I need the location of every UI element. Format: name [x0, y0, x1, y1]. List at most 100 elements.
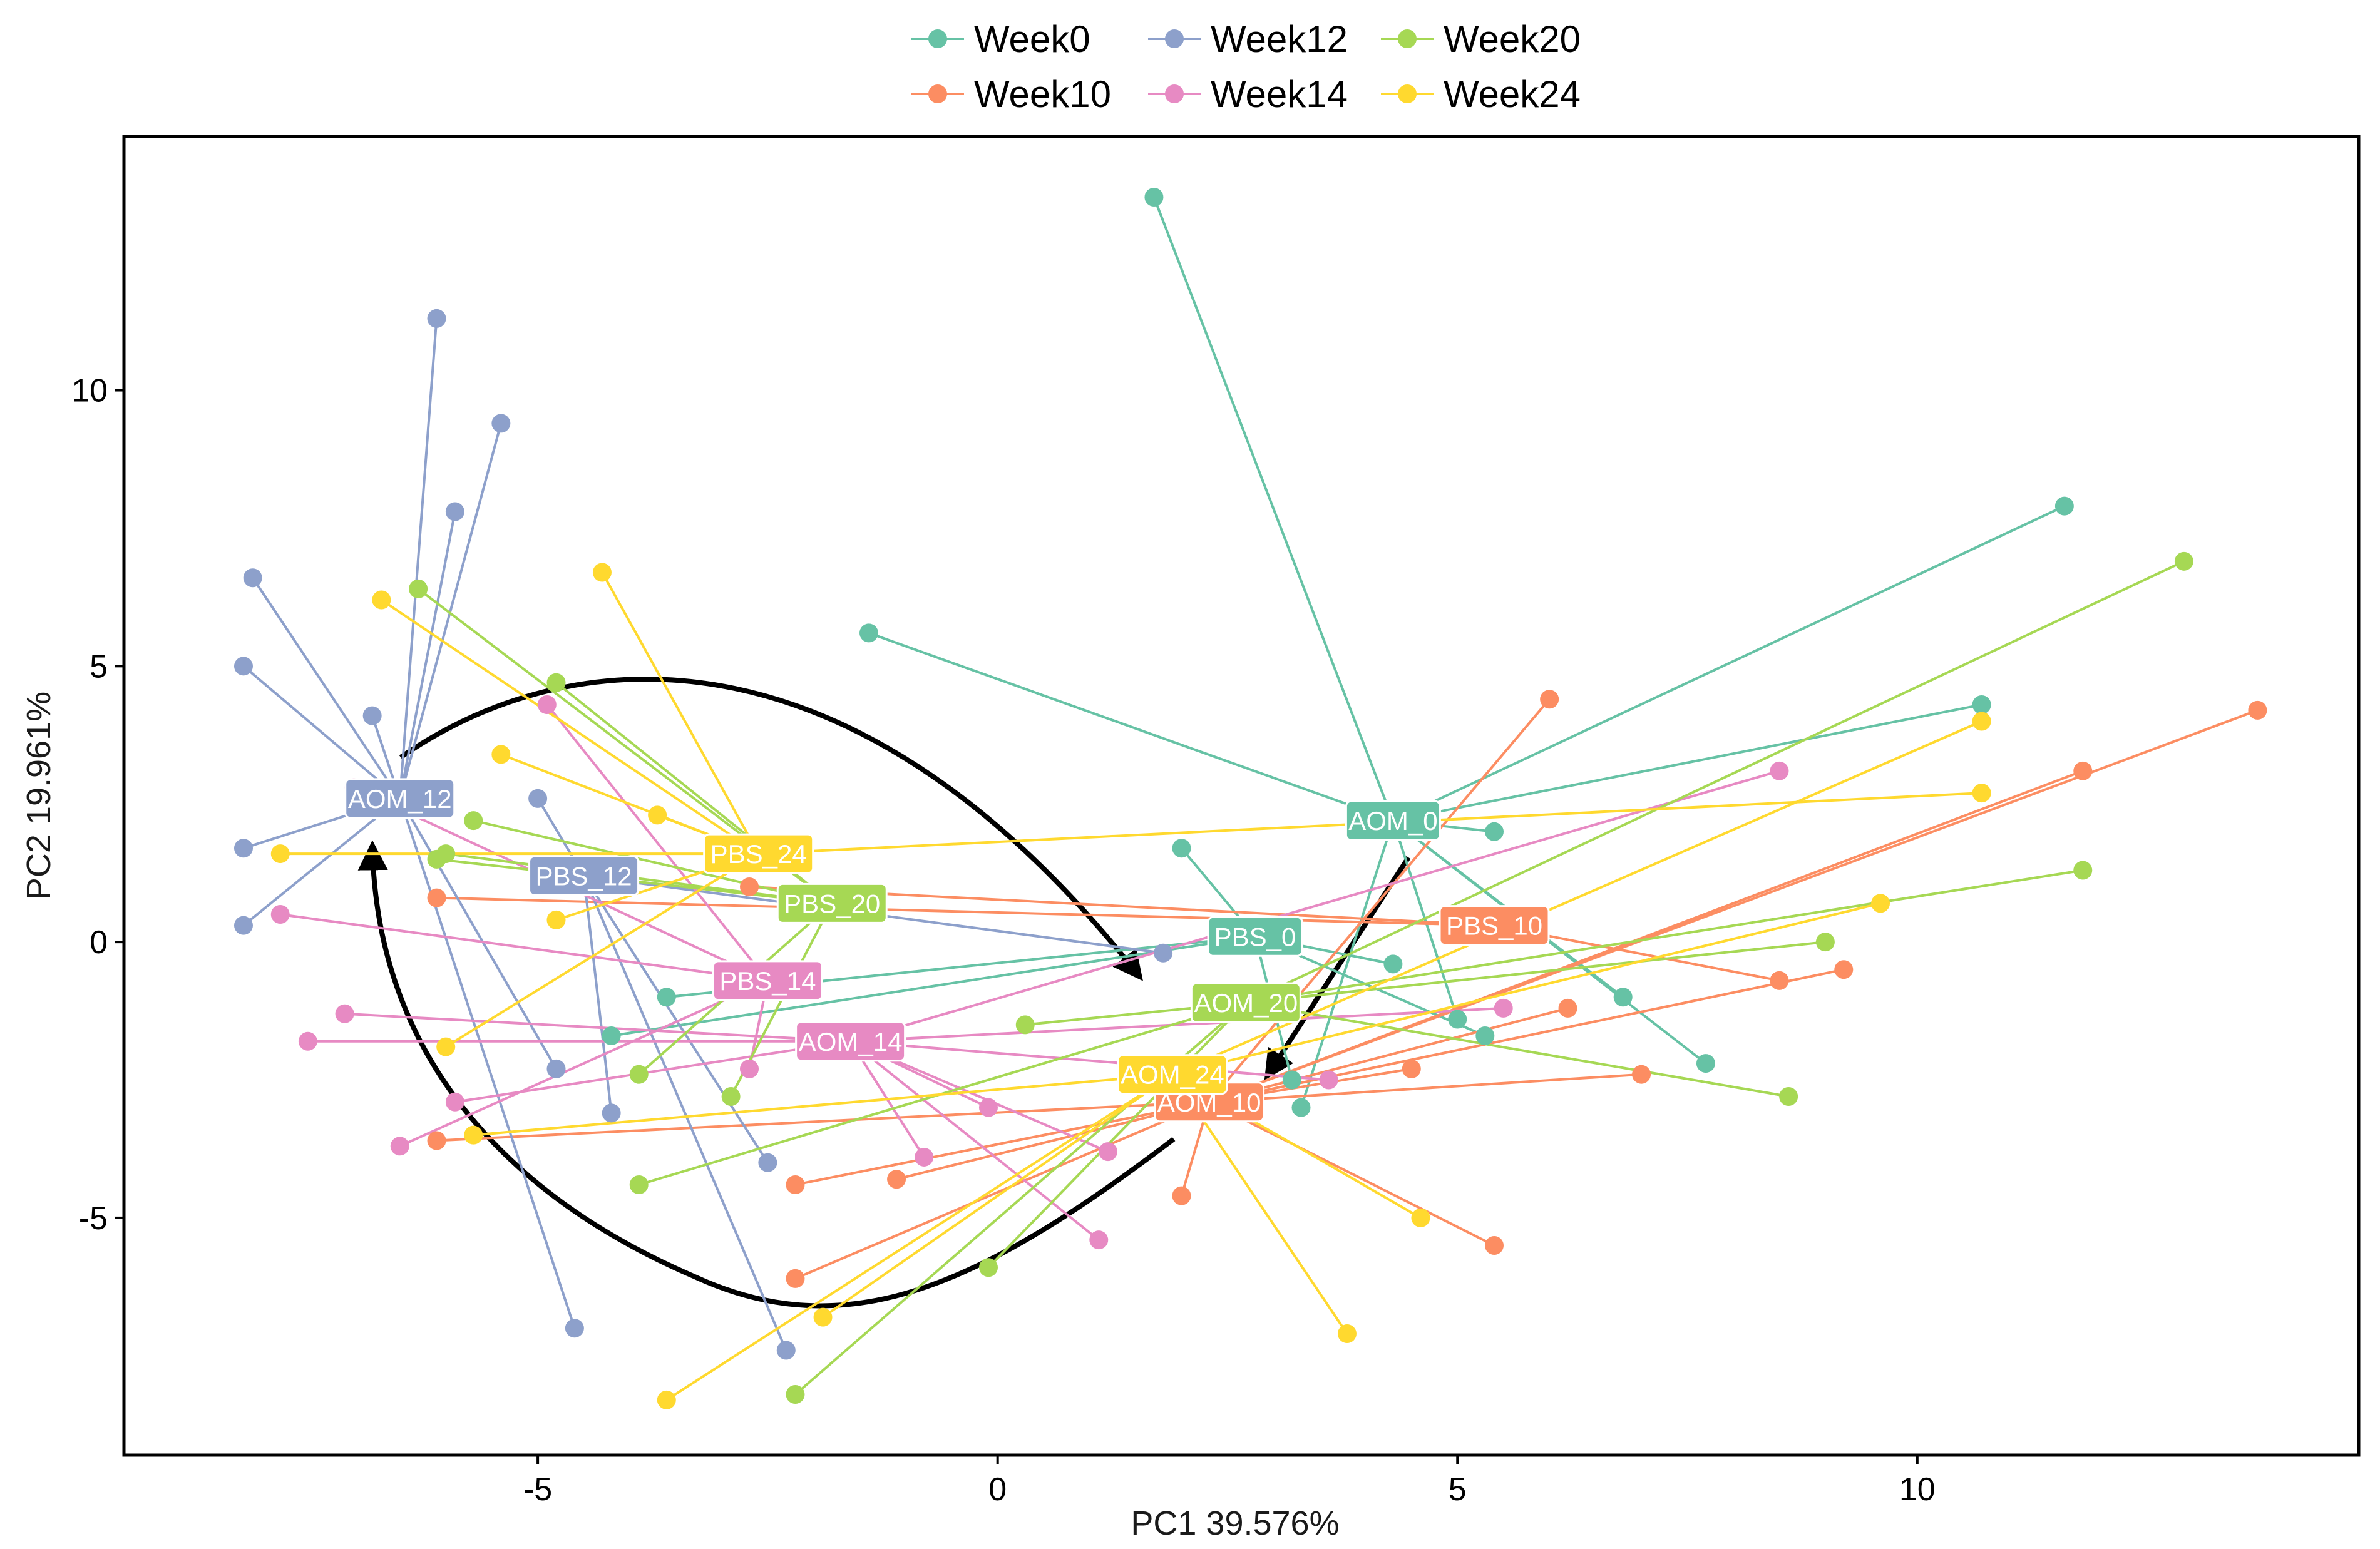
sample-point-pbs_24	[592, 563, 612, 582]
spider-line-aom_12	[242, 797, 401, 927]
centroid-label-text: PBS_12	[536, 861, 632, 891]
centroid-label-box	[1207, 916, 1303, 957]
sample-point-pbs_14	[537, 695, 557, 715]
spider-line-pbs_20	[473, 819, 833, 905]
centroid-label-aom_24: AOM_24	[1117, 1054, 1228, 1095]
sample-point-aom_12	[233, 916, 253, 935]
sample-point-aom_20	[786, 1385, 805, 1404]
legend-label-week12: Week12	[1211, 18, 1348, 60]
sample-point-pbs_12	[602, 1103, 621, 1123]
sample-point-pbs_10	[740, 877, 759, 896]
sample-point-aom_24	[813, 1307, 833, 1327]
sample-point-aom_10	[1632, 1065, 1651, 1084]
sample-point-aom_12	[427, 309, 446, 328]
spider-line-aom_14	[850, 1040, 1329, 1081]
sample-point-pbs_0	[1383, 954, 1403, 974]
spider-line-aom_24	[665, 1073, 1173, 1401]
sample-point-aom_24	[1337, 1324, 1357, 1344]
spider-line-aom_12	[398, 798, 576, 1329]
sample-point-pbs_12	[776, 1341, 796, 1360]
centroid-label-pbs_14: PBS_14	[712, 960, 823, 1001]
spider-line-aom_0	[1393, 703, 1982, 822]
centroid-label-box	[1345, 800, 1441, 841]
sample-point-aom_14	[1494, 998, 1513, 1018]
centroid-label-text: PBS_10	[1446, 911, 1542, 941]
spider-line-aom_14	[850, 769, 1780, 1043]
sample-point-aom_20	[1815, 933, 1835, 952]
spider-line-aom_24	[473, 1073, 1172, 1137]
sample-point-aom_12	[233, 839, 253, 858]
sample-point-pbs_20	[546, 673, 566, 692]
centroid-label-text: AOM_14	[799, 1027, 903, 1056]
spider-line-pbs_14	[280, 913, 768, 982]
sample-point-aom_10	[2073, 761, 2093, 780]
y-tick-label: -5	[79, 1200, 108, 1237]
centroid-label-box	[712, 960, 823, 1001]
spider-line-pbs_24	[445, 852, 759, 1048]
sample-point-pbs_24	[648, 805, 667, 825]
spider-line-aom_12	[252, 577, 401, 800]
x-axis-title: PC1 39.576%	[1131, 1505, 1339, 1542]
legend-key-dot-week14	[1165, 84, 1184, 103]
sample-point-pbs_12	[758, 1153, 777, 1172]
sample-point-aom_0	[1291, 1098, 1311, 1117]
sample-point-aom_10	[1485, 1235, 1504, 1255]
spider-line-aom_10	[436, 1100, 1209, 1142]
spider-line-aom_12	[398, 318, 438, 799]
sample-point-aom_12	[546, 1059, 566, 1078]
spider-line-aom_0	[1392, 819, 1707, 1065]
legend-label-week24: Week24	[1444, 73, 1581, 115]
sample-point-aom_24	[657, 1390, 676, 1409]
sample-point-aom_10	[1834, 960, 1854, 979]
centroid-label-pbs_20: PBS_20	[776, 882, 888, 924]
sample-point-pbs_20	[721, 1086, 741, 1106]
sample-point-aom_12	[362, 706, 382, 725]
sample-point-pbs_14	[390, 1137, 409, 1156]
sample-point-pbs_24	[270, 844, 290, 864]
sample-point-aom_10	[1402, 1059, 1421, 1078]
sample-point-aom_14	[1770, 761, 1789, 780]
sample-point-aom_14	[1089, 1230, 1109, 1250]
spider-line-aom_14	[344, 1012, 851, 1043]
spider-line-aom_0	[1152, 197, 1395, 821]
legend-key-dot-week12	[1165, 29, 1184, 48]
spider-line-aom_0	[868, 631, 1394, 822]
sample-point-pbs_24	[491, 745, 511, 764]
sample-point-aom_14	[978, 1098, 998, 1117]
sample-point-pbs_0	[1172, 839, 1191, 858]
sample-point-pbs_24	[546, 910, 566, 929]
centroid-label-aom_0: AOM_0	[1345, 800, 1441, 841]
sample-point-pbs_14	[270, 905, 290, 924]
y-tick-label: 0	[90, 924, 108, 961]
centroid-label-text: PBS_20	[784, 889, 880, 918]
spider-line-aom_20	[1246, 941, 1826, 1005]
sample-point-pbs_24	[436, 1037, 456, 1056]
sample-point-aom_24	[1411, 1208, 1430, 1227]
centroid-label-pbs_12: PBS_12	[528, 855, 640, 896]
legend-label-week0: Week0	[974, 18, 1090, 60]
x-tick-label: -5	[523, 1471, 552, 1508]
centroid-label-text: AOM_24	[1121, 1060, 1224, 1090]
centroid-label-text: PBS_24	[710, 839, 807, 869]
spider-line-aom_14	[454, 1040, 851, 1103]
spider-line-aom_10	[1209, 1006, 1569, 1103]
sample-point-aom_14	[915, 1147, 934, 1167]
sample-point-aom_10	[1172, 1186, 1191, 1205]
centroid-label-box	[703, 833, 814, 874]
spider-line-aom_10	[1208, 769, 2083, 1103]
plot-frame	[122, 135, 2361, 1457]
sample-point-pbs_12	[528, 789, 548, 808]
sample-point-aom_14	[335, 1004, 354, 1023]
sample-point-aom_0	[2054, 496, 2074, 516]
centroid-label-box	[528, 855, 640, 896]
centroid-label-pbs_10: PBS_10	[1439, 905, 1550, 946]
sample-point-pbs_0	[657, 988, 676, 1007]
spider-line-pbs_12	[582, 876, 613, 1113]
sample-point-aom_10	[427, 1131, 446, 1150]
centroid-label-box	[795, 1021, 906, 1062]
spider-line-aom_14	[849, 1040, 1100, 1241]
spider-line-pbs_12	[582, 875, 787, 1351]
sample-point-pbs_20	[464, 811, 483, 831]
sample-point-aom_12	[243, 568, 262, 588]
y-tick-label: 5	[90, 648, 108, 685]
